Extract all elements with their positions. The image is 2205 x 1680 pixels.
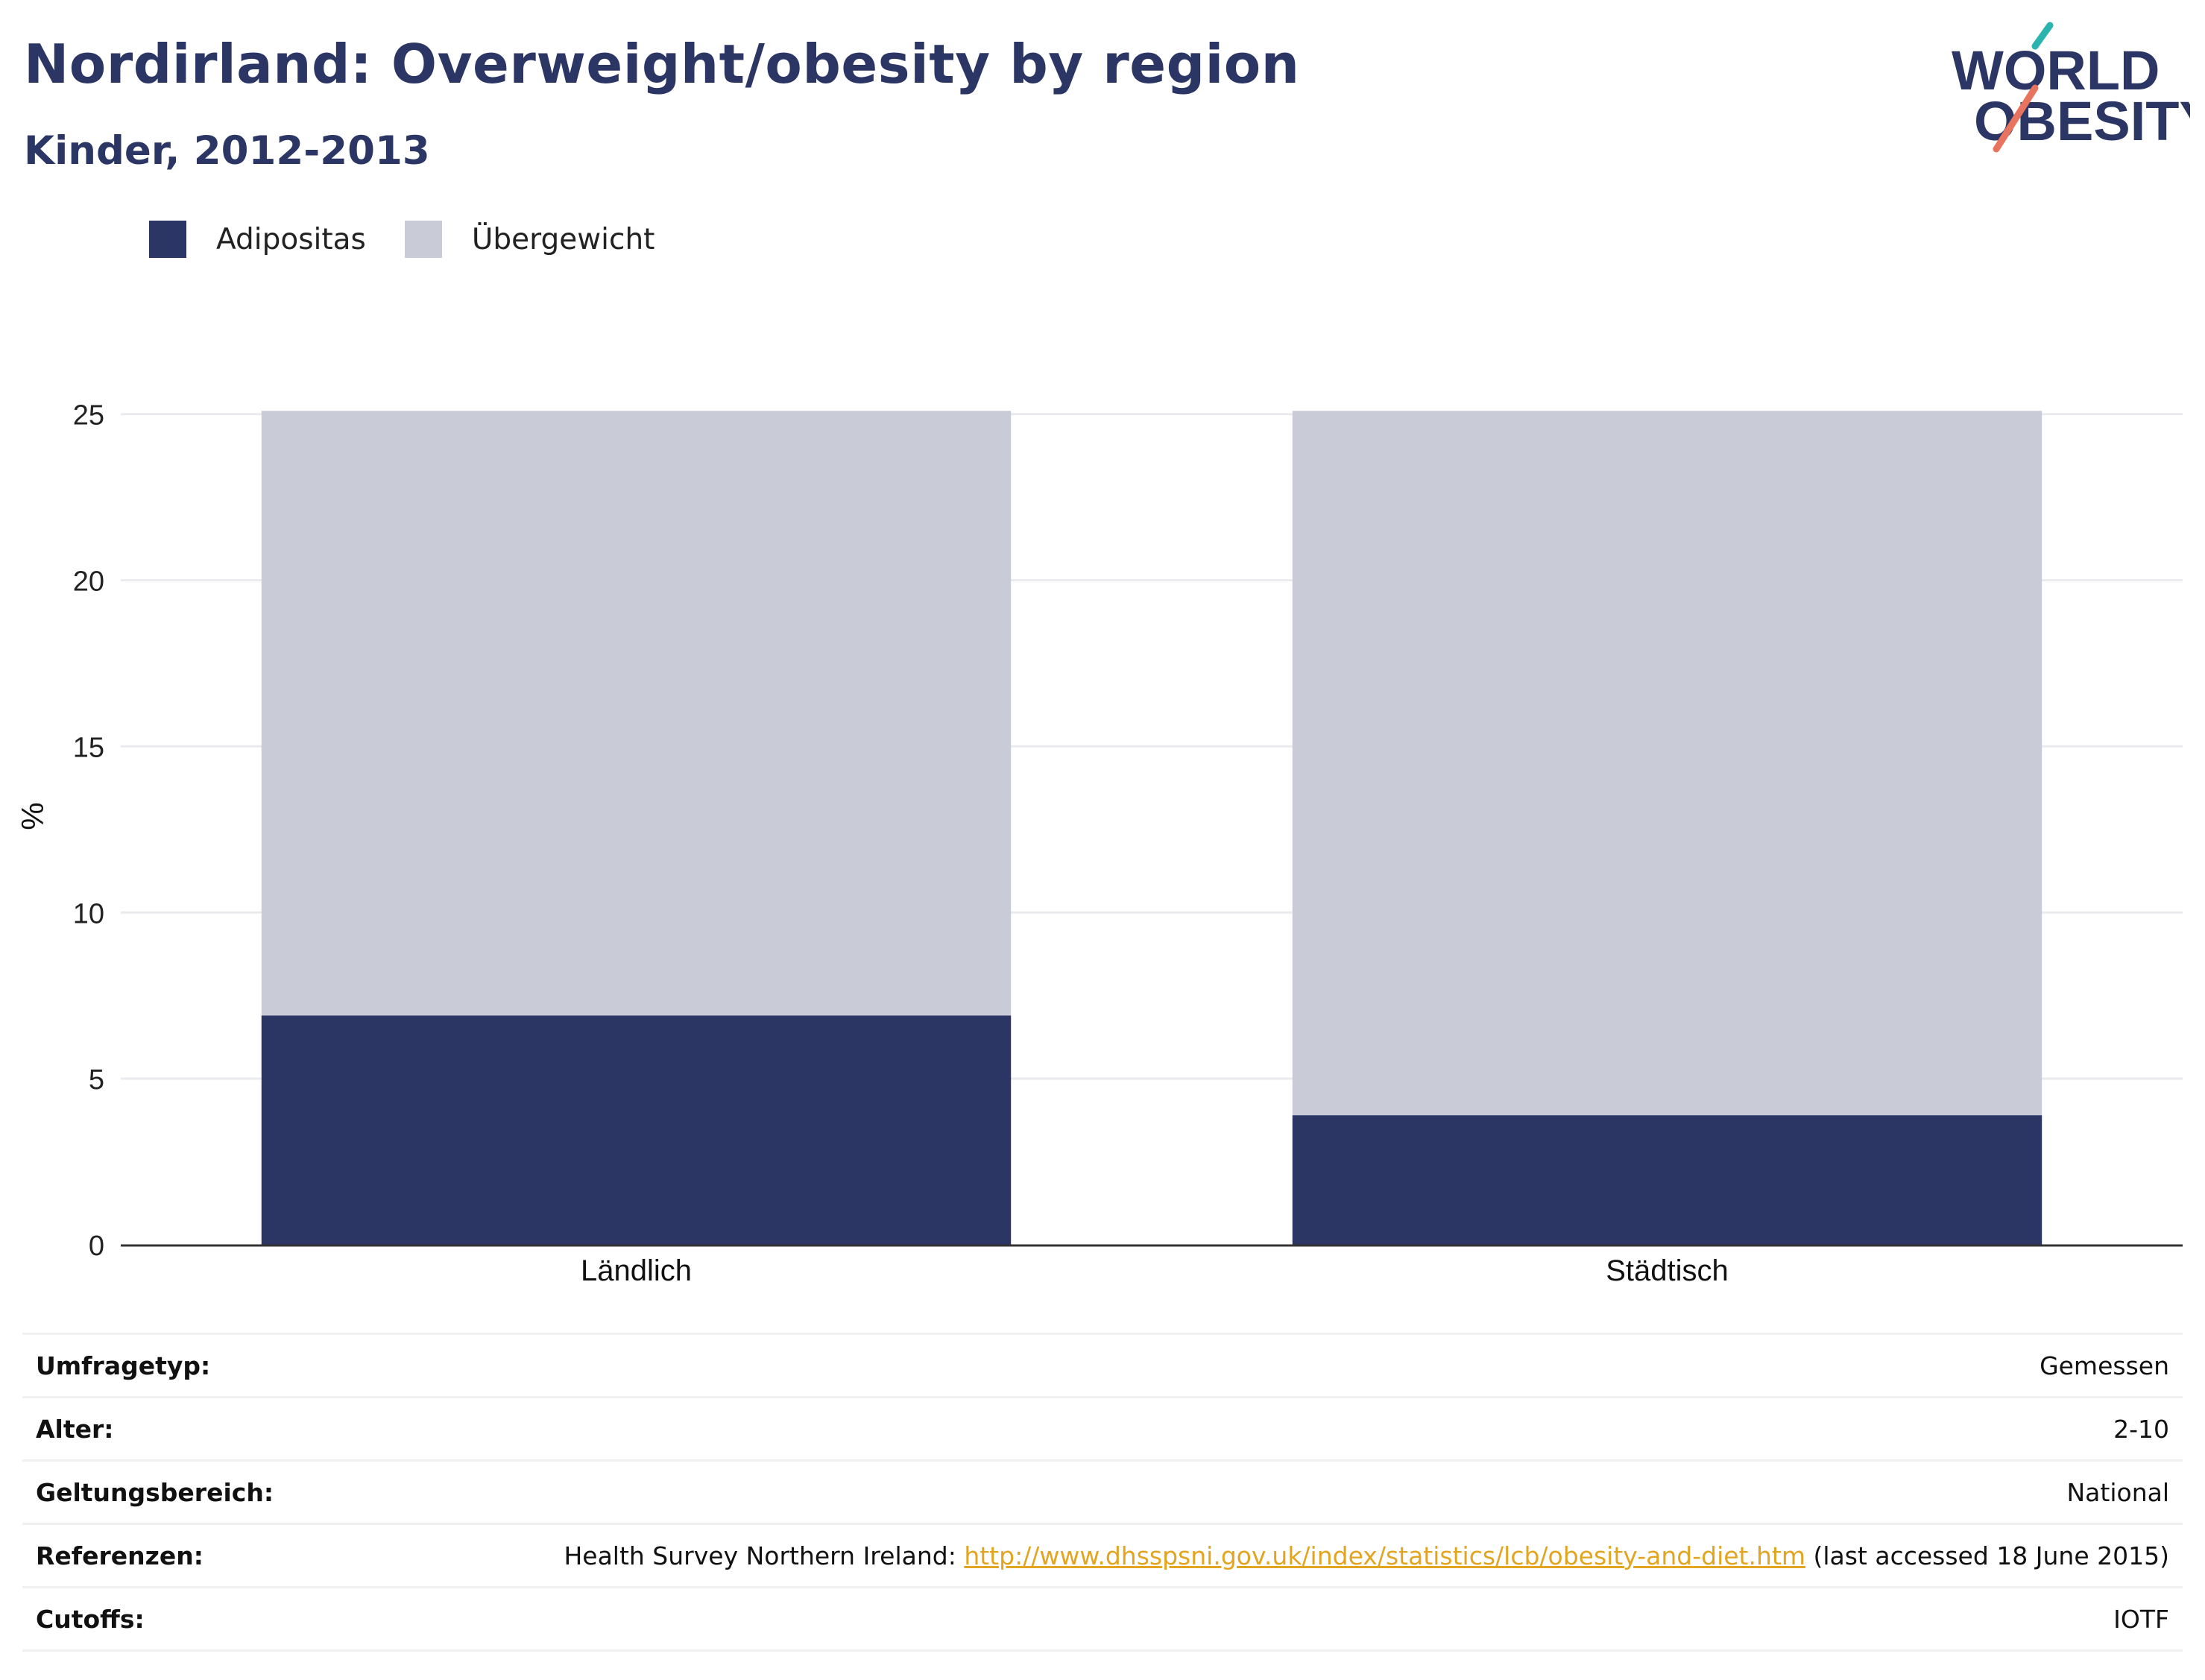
info-table: Umfragetyp: Gemessen Alter: 2-10 Geltung… bbox=[22, 1333, 2183, 1652]
legend-swatch-adipositas bbox=[149, 221, 186, 258]
info-value: Gemessen bbox=[324, 1333, 2183, 1398]
y-tick-labels: 0 5 10 15 20 25 bbox=[73, 400, 104, 1262]
info-key: Geltungsbereich: bbox=[22, 1459, 324, 1524]
info-key: Referenzen: bbox=[22, 1523, 324, 1588]
bars bbox=[261, 411, 2042, 1245]
info-value: IOTF bbox=[324, 1586, 2183, 1652]
reference-link[interactable]: http://www.dhsspsni.gov.uk/index/statist… bbox=[964, 1541, 1805, 1570]
logo-line-2: OBESITY bbox=[1974, 90, 2190, 152]
y-tick-label: 15 bbox=[73, 732, 104, 763]
legend-label-adipositas: Adipositas bbox=[216, 222, 366, 256]
info-row: Geltungsbereich: National bbox=[22, 1459, 2183, 1524]
chart-subtitle: Kinder, 2012-2013 bbox=[24, 128, 430, 174]
info-key: Umfragetyp: bbox=[22, 1333, 324, 1398]
chart-title: Nordirland: Overweight/obesity by region bbox=[24, 33, 1300, 95]
info-value-reference: Health Survey Northern Ireland: http://w… bbox=[324, 1523, 2183, 1588]
y-tick-label: 0 bbox=[89, 1231, 104, 1262]
world-obesity-logo: WORLD OBESITY bbox=[1952, 22, 2190, 153]
info-value: National bbox=[324, 1459, 2183, 1524]
reference-prefix: Health Survey Northern Ireland: bbox=[564, 1541, 965, 1570]
y-tick-label: 25 bbox=[73, 400, 104, 432]
info-key: Alter: bbox=[22, 1396, 324, 1461]
bar-uebergewicht[interactable] bbox=[261, 411, 1012, 1016]
info-row: Cutoffs: IOTF bbox=[22, 1586, 2183, 1652]
y-tick-label: 20 bbox=[73, 566, 104, 598]
info-key: Cutoffs: bbox=[22, 1586, 324, 1652]
x-tick-labels: Ländlich Städtisch bbox=[581, 1254, 1729, 1287]
info-row: Umfragetyp: Gemessen bbox=[22, 1333, 2183, 1398]
info-value: 2-10 bbox=[324, 1396, 2183, 1461]
logo-slash-top bbox=[2031, 22, 2054, 50]
y-tick-label: 10 bbox=[73, 898, 104, 929]
bar-adipositas[interactable] bbox=[261, 1015, 1012, 1245]
legend-item-adipositas[interactable]: Adipositas bbox=[149, 221, 366, 258]
bar-adipositas[interactable] bbox=[1292, 1115, 2042, 1245]
logo-slash-bottom bbox=[1993, 84, 2039, 153]
legend-item-uebergewicht[interactable]: Übergewicht bbox=[404, 221, 655, 258]
info-row: Alter: 2-10 bbox=[22, 1396, 2183, 1461]
legend-swatch-uebergewicht bbox=[404, 221, 442, 258]
y-axis-title: % bbox=[15, 802, 50, 830]
stacked-bar-chart: 0 5 10 15 20 25 Ländlich Städtisch % bbox=[15, 400, 2183, 1287]
x-tick-label: Städtisch bbox=[1606, 1254, 1729, 1287]
logo-line-1: WORLD bbox=[1952, 40, 2160, 101]
x-tick-label: Ländlich bbox=[581, 1254, 692, 1287]
chart-legend: Adipositas Übergewicht bbox=[149, 221, 693, 258]
reference-suffix: (last accessed 18 June 2015) bbox=[1805, 1541, 2169, 1570]
y-tick-label: 5 bbox=[89, 1064, 104, 1096]
bar-uebergewicht[interactable] bbox=[1292, 411, 2042, 1116]
info-row: Referenzen: Health Survey Northern Irela… bbox=[22, 1523, 2183, 1588]
legend-label-uebergewicht: Übergewicht bbox=[471, 222, 655, 256]
